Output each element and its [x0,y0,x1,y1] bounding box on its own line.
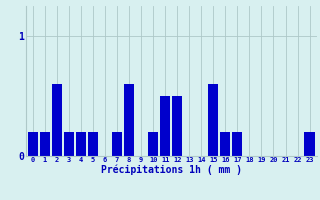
Bar [64,132,74,156]
Bar [172,96,182,156]
Bar [304,132,315,156]
Bar [220,132,230,156]
Bar [76,132,86,156]
Bar [160,96,170,156]
Bar [88,132,98,156]
Bar [208,84,219,156]
Bar [40,132,50,156]
Bar [52,84,62,156]
Bar [112,132,122,156]
Bar [148,132,158,156]
Bar [232,132,243,156]
Bar [28,132,38,156]
X-axis label: Précipitations 1h ( mm ): Précipitations 1h ( mm ) [101,165,242,175]
Bar [124,84,134,156]
